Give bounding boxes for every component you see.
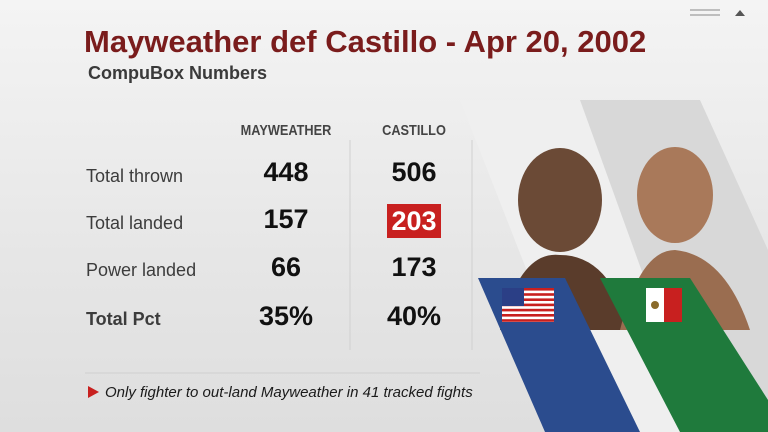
- cell: 173: [391, 252, 437, 282]
- cell: 35%: [258, 301, 314, 331]
- fighter-photo: [518, 148, 602, 252]
- cell: 157: [263, 204, 309, 234]
- column-header: MAYWEATHER: [240, 122, 332, 139]
- footnote: Only fighter to out-land Mayweather in 4…: [105, 384, 473, 401]
- cell: 40%: [386, 301, 442, 331]
- row-label: Total Pct: [86, 309, 161, 329]
- cell: 448: [263, 157, 309, 187]
- row-label: Total landed: [86, 213, 184, 233]
- title: Mayweather def Castillo - Apr 20, 2002: [84, 24, 647, 59]
- column-header: CASTILLO: [382, 122, 446, 139]
- row-label: Power landed: [86, 260, 197, 280]
- cell: 66: [270, 252, 302, 282]
- cell: 506: [391, 157, 437, 187]
- mexico-flag: [628, 288, 682, 322]
- row-label: Total thrown: [86, 166, 184, 186]
- subtitle: CompuBox Numbers: [88, 63, 268, 83]
- fighter-photo: [637, 147, 713, 243]
- us-flag: [502, 288, 554, 322]
- note-marker: [88, 386, 99, 398]
- menu-icon: [690, 9, 745, 16]
- highlight-cell: 203: [387, 204, 441, 238]
